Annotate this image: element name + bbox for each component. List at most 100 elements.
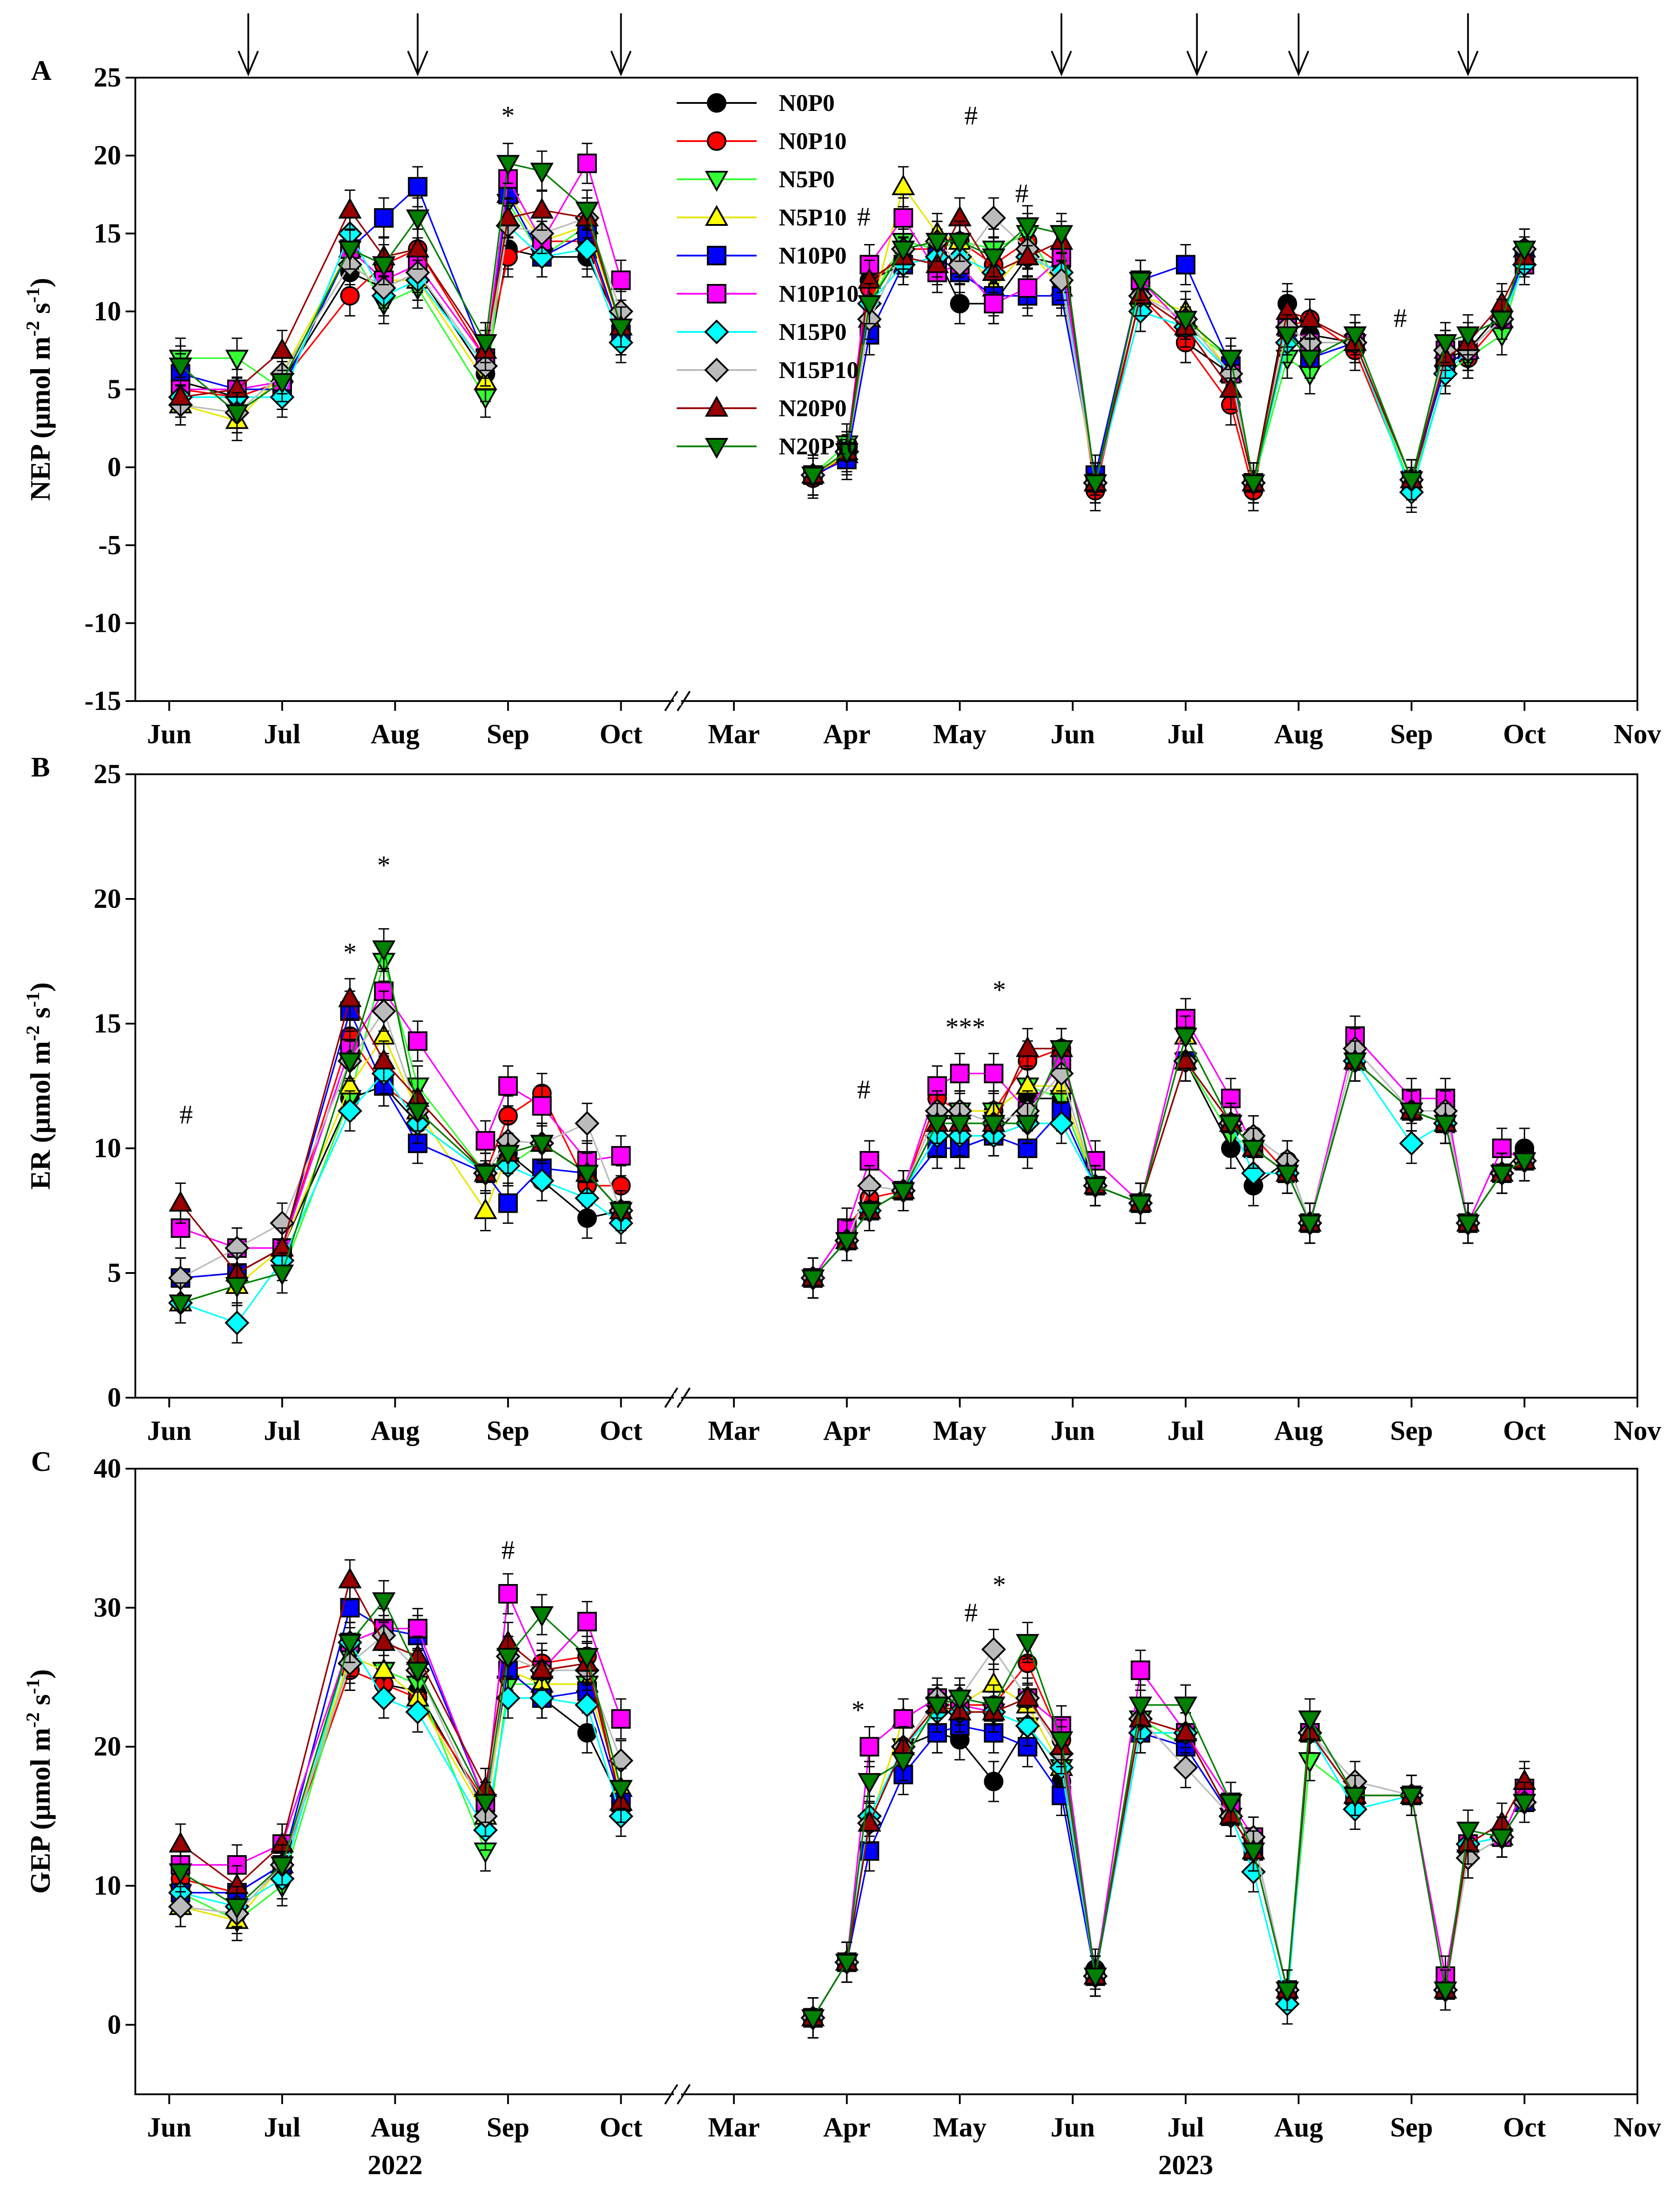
y-tick-label: -5 <box>98 530 121 560</box>
data-point <box>372 1592 396 1613</box>
data-point <box>575 1692 599 1718</box>
data-point <box>406 1102 430 1123</box>
data-point <box>575 1648 599 1669</box>
y-tick-label: 10 <box>94 1871 121 1901</box>
legend-marker <box>707 284 726 303</box>
data-point <box>1275 1165 1299 1186</box>
data-point <box>948 1115 972 1136</box>
x-tick-label: Aug <box>371 1416 419 1446</box>
x-tick-label: Sep <box>1390 2112 1433 2143</box>
data-point <box>925 233 949 254</box>
data-point <box>529 1168 555 1193</box>
series-line <box>812 1017 1525 1279</box>
legend-marker <box>704 319 729 344</box>
data-point <box>169 1190 193 1212</box>
data-point <box>984 294 1004 314</box>
data-point <box>1219 1115 1243 1136</box>
y-tick-label: 0 <box>107 2010 121 2040</box>
data-point <box>577 1612 597 1632</box>
x-tick-label: Mar <box>708 1416 760 1446</box>
data-point <box>1175 255 1195 275</box>
axis-break <box>664 2084 678 2105</box>
data-point <box>925 252 949 273</box>
data-point <box>473 1198 497 1219</box>
y-tick-label: 10 <box>94 1133 121 1163</box>
data-point <box>405 260 430 285</box>
data-point <box>1219 350 1243 371</box>
x-tick-label: Apr <box>823 2112 871 2143</box>
data-point <box>498 1584 518 1604</box>
data-point <box>982 248 1006 270</box>
data-point <box>372 1630 396 1651</box>
x-tick-label: Nov <box>1614 1416 1661 1446</box>
data-point <box>950 294 970 314</box>
data-point <box>406 236 430 258</box>
data-point <box>496 155 520 176</box>
data-point <box>1433 1982 1457 2003</box>
data-point <box>529 1686 555 1710</box>
axis-break <box>676 690 691 712</box>
data-point <box>1399 1131 1424 1156</box>
x-tick-label: Jun <box>147 719 191 749</box>
data-point <box>981 205 1006 230</box>
data-point <box>927 1723 947 1743</box>
data-point <box>1433 1115 1457 1136</box>
data-point <box>1513 240 1536 262</box>
x-tick-label: Nov <box>1614 719 1661 749</box>
data-point <box>225 1898 249 1919</box>
data-point <box>1242 474 1266 496</box>
data-point <box>374 208 394 228</box>
y-tick-label: 30 <box>94 1592 121 1623</box>
significance-annotation: # <box>857 202 871 232</box>
data-point <box>575 1165 599 1186</box>
data-point <box>270 1265 294 1286</box>
panel-label: B <box>31 751 50 783</box>
data-point <box>575 236 599 262</box>
significance-annotation: # <box>180 1100 193 1129</box>
y-tick-label: 5 <box>107 1258 121 1288</box>
x-tick-label: Jun <box>147 2112 191 2143</box>
data-point <box>371 1686 396 1710</box>
data-point <box>169 1863 193 1884</box>
data-point <box>1131 1660 1151 1680</box>
significance-annotation: # <box>501 1536 515 1565</box>
series-N20P10 <box>169 1580 1536 2039</box>
data-point <box>893 208 913 228</box>
data-point <box>530 1135 554 1156</box>
data-point <box>340 286 360 306</box>
year-label: 2022 <box>367 2150 422 2180</box>
x-tick-label: Aug <box>1274 1416 1323 1446</box>
data-point <box>1400 471 1424 493</box>
data-point <box>169 1294 193 1316</box>
data-point <box>982 1115 1006 1136</box>
year-label: 2023 <box>1158 2150 1213 2180</box>
data-point <box>371 276 396 301</box>
data-point <box>1513 1152 1536 1174</box>
data-point <box>408 1619 428 1639</box>
data-point <box>168 1894 193 1919</box>
fertilization-arrowhead <box>1288 51 1309 77</box>
data-point <box>1049 1040 1073 1061</box>
data-point <box>1275 1982 1299 2003</box>
data-point <box>1049 1731 1073 1753</box>
data-point <box>1241 1161 1266 1186</box>
data-point <box>575 1186 599 1211</box>
legend-marker <box>704 358 729 382</box>
data-point <box>1298 1214 1322 1236</box>
data-point <box>1016 1115 1040 1136</box>
x-tick-label: Aug <box>1274 2112 1323 2143</box>
y-tick-label: 20 <box>94 1732 121 1762</box>
data-point <box>496 1145 520 1166</box>
data-point <box>575 201 599 223</box>
x-tick-label: Jul <box>1167 719 1204 749</box>
x-tick-label: Jul <box>264 1416 301 1446</box>
data-point <box>1298 307 1322 328</box>
data-point <box>1456 1214 1480 1236</box>
data-point <box>529 244 555 269</box>
data-point <box>496 205 520 227</box>
data-point <box>891 1752 915 1773</box>
legend-label: N5P10 <box>779 204 847 231</box>
data-point <box>1242 1842 1266 1864</box>
y-tick-label: 15 <box>94 1009 121 1039</box>
